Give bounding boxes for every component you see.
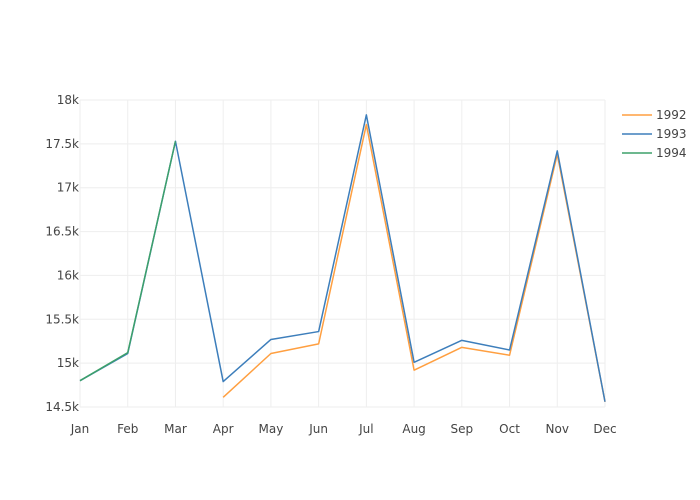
x-tick-label: Jun	[308, 422, 328, 436]
x-tick-label: Nov	[546, 422, 569, 436]
series-line-1992	[222, 123, 606, 402]
x-tick-label: Mar	[164, 422, 187, 436]
x-gridlines	[79, 100, 606, 407]
x-tick-label: May	[259, 422, 284, 436]
series-line-1994	[79, 141, 177, 382]
y-tick-label: 17.5k	[45, 137, 79, 151]
x-tick-label: Jan	[70, 422, 90, 436]
y-tick-label: 15.5k	[45, 312, 79, 326]
y-tick-label: 17k	[57, 181, 79, 195]
x-tick-label: Dec	[593, 422, 616, 436]
series-lines	[79, 114, 606, 402]
x-tick-label: Aug	[402, 422, 425, 436]
y-tick-label: 15k	[57, 356, 79, 370]
legend-item-1994[interactable]: 1994	[622, 146, 687, 160]
legend-item-1993[interactable]: 1993	[622, 127, 687, 141]
y-tick-label: 16k	[57, 268, 79, 282]
x-tick-label: Sep	[451, 422, 474, 436]
series-line-1993	[79, 114, 606, 402]
x-tick-label: Oct	[499, 422, 520, 436]
x-axis-ticks: Jan Feb Mar Apr May Jun Jul Aug Sep Oct Nov Dec	[70, 422, 617, 436]
y-gridlines	[80, 99, 605, 408]
legend-item-1992[interactable]: 1992	[622, 108, 687, 122]
legend-label: 1993	[656, 127, 687, 141]
legend-label: 1994	[656, 146, 687, 160]
x-tick-label: Feb	[117, 422, 138, 436]
x-tick-label: Apr	[213, 422, 234, 436]
x-tick-label: Jul	[358, 422, 373, 436]
y-tick-label: 14.5k	[45, 400, 79, 414]
y-tick-label: 18k	[57, 93, 79, 107]
legend[interactable]: 1992 1993 1994	[622, 108, 687, 160]
y-axis-ticks: 14.5k 15k 15.5k 16k 16.5k 17k 17.5k 18k	[45, 93, 79, 414]
y-tick-label: 16.5k	[45, 225, 79, 239]
legend-label: 1992	[656, 108, 687, 122]
